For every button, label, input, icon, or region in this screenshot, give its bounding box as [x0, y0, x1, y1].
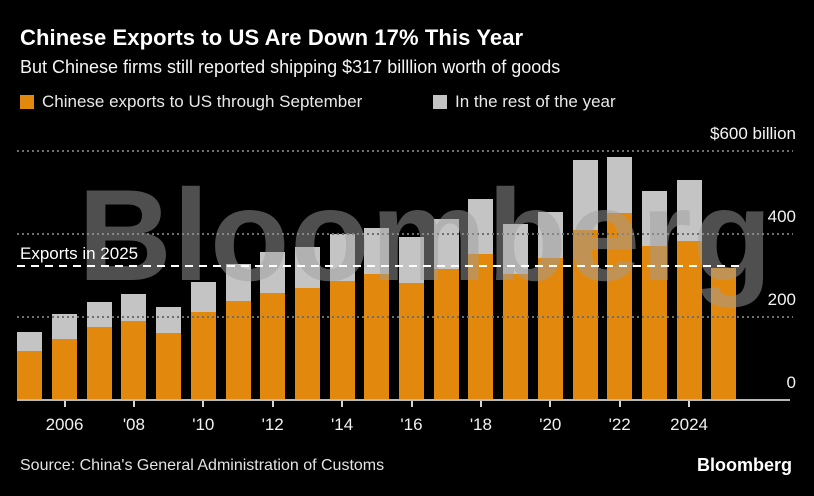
- bar-2020-through-september: [537, 258, 563, 400]
- bar-2008-through-september: [121, 321, 147, 400]
- x-tick-2020: [549, 401, 552, 407]
- legend-label: Chinese exports to US through September: [42, 91, 363, 111]
- x-tick-label-2006: 2006: [45, 415, 84, 434]
- bar-2010-through-september: [190, 312, 216, 400]
- bar-2014-rest-of-year: [329, 234, 355, 282]
- exports-2025-label: Exports in 2025: [20, 244, 139, 263]
- x-tick-2012: [271, 401, 274, 407]
- x-tick-2010: [202, 401, 205, 407]
- bloomberg-logo: Bloomberg: [696, 455, 792, 475]
- bar-2012-rest-of-year: [260, 252, 286, 293]
- x-tick-label-2014: '14: [331, 415, 354, 434]
- x-tick-label-2016: '16: [400, 415, 423, 434]
- legend-item-through-september: Chinese exports to US through September: [20, 91, 363, 111]
- gridline-400: [17, 233, 793, 235]
- x-tick-label-2018: '18: [469, 415, 492, 434]
- x-tick-2022: [618, 401, 621, 407]
- bar-2017-rest-of-year: [433, 219, 459, 270]
- chart-title: Chinese Exports to US Are Down 17% This …: [20, 25, 524, 50]
- bar-2022-through-september: [607, 213, 633, 400]
- bar-2009-rest-of-year: [156, 307, 182, 333]
- bar-2024-rest-of-year: [676, 180, 702, 242]
- bar-2019-through-september: [503, 274, 529, 400]
- legend-item-rest-of-year: In the rest of the year: [433, 91, 616, 111]
- bar-2016-through-september: [399, 282, 424, 400]
- bar-2023-through-september: [641, 246, 667, 400]
- source-note: Source: China's General Administration o…: [20, 457, 385, 474]
- x-tick-2018: [479, 401, 482, 407]
- bar-2014-through-september: [329, 281, 355, 400]
- bar-2015-through-september: [364, 274, 390, 400]
- x-tick-2016: [410, 401, 413, 407]
- x-tick-label-2022: '22: [608, 415, 631, 434]
- bar-2021-through-september: [572, 229, 598, 400]
- x-tick-2008: [132, 401, 135, 407]
- x-tick-label-2010: '10: [192, 415, 215, 434]
- bar-2018-through-september: [468, 253, 494, 400]
- bar-2018-rest-of-year: [468, 198, 494, 254]
- exports-2025-reference-line: [17, 265, 740, 267]
- x-tick-2014: [341, 401, 344, 407]
- x-tick-2006: [63, 401, 66, 407]
- y-axis-top-label: $600 billion: [709, 124, 796, 143]
- x-axis-baseline: [17, 399, 790, 401]
- bar-2012-through-september: [260, 292, 286, 400]
- bar-2005-through-september: [17, 351, 43, 400]
- y-tick-label-400: 400: [767, 207, 796, 226]
- gridline-200: [17, 316, 793, 318]
- legend-swatch-orange: [20, 94, 34, 109]
- y-tick-label-0: 0: [786, 373, 796, 392]
- legend-swatch-gray: [433, 94, 447, 109]
- bar-2009-through-september: [156, 332, 182, 400]
- bar-2022-rest-of-year: [607, 157, 633, 214]
- x-tick-label-2008: '08: [122, 415, 145, 434]
- bar-2005-rest-of-year: [17, 332, 43, 352]
- bar-2025-through-september: [711, 268, 737, 400]
- bar-2010-rest-of-year: [190, 282, 216, 313]
- bar-2017-through-september: [433, 269, 459, 400]
- x-tick-2024: [688, 401, 691, 407]
- bar-2013-rest-of-year: [294, 247, 320, 289]
- bar-2016-rest-of-year: [399, 236, 424, 283]
- x-tick-label-2024: 2024: [670, 415, 708, 434]
- bar-2013-through-september: [294, 288, 320, 400]
- bar-2007-through-september: [86, 326, 112, 400]
- bar-2021-rest-of-year: [572, 160, 598, 230]
- bar-2011-rest-of-year: [225, 264, 251, 302]
- y-tick-label-200: 200: [767, 290, 796, 309]
- bar-2020-rest-of-year: [537, 212, 563, 259]
- bar-2024-through-september: [676, 241, 702, 400]
- bar-2007-rest-of-year: [86, 302, 112, 327]
- gridline-600: [17, 150, 793, 152]
- x-tick-label-2012: '12: [261, 415, 284, 434]
- bar-2006-through-september: [52, 338, 77, 400]
- bloomberg-watermark: Bloomberg: [78, 162, 774, 308]
- bar-2023-rest-of-year: [641, 190, 667, 247]
- legend-label: In the rest of the year: [455, 91, 616, 111]
- chart-subtitle: But Chinese firms still reported shippin…: [20, 57, 561, 77]
- x-tick-label-2020: '20: [539, 415, 562, 434]
